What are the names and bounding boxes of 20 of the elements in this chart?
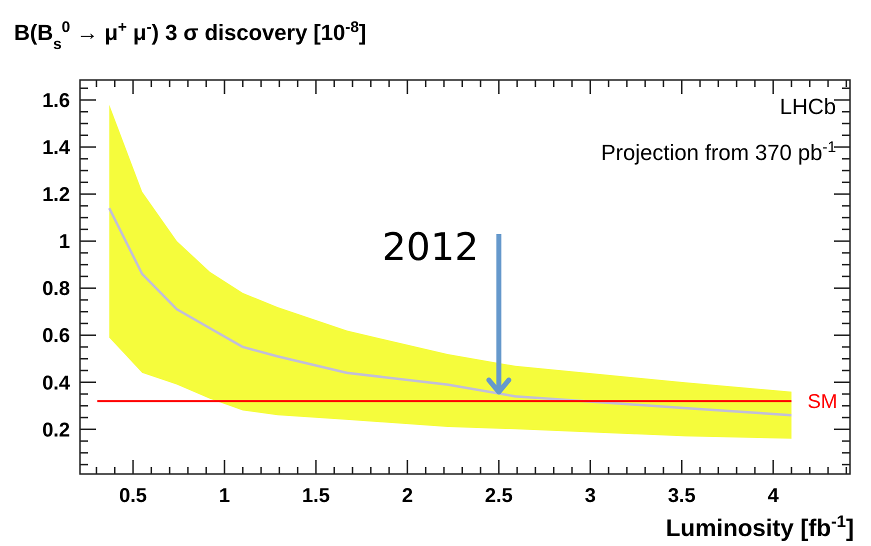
x-tick-label: 3 xyxy=(584,485,596,507)
ref-line-label: SM xyxy=(807,391,838,414)
y-tick-label: 1.6 xyxy=(42,90,70,112)
x-tick-label: 2 xyxy=(402,485,413,507)
y-tick-label: 1 xyxy=(58,231,70,254)
y-tick-label: 0.6 xyxy=(42,325,70,348)
x-axis-title: Luminosity [fb$^{-1}$] xyxy=(666,512,854,542)
annotation: LHCb xyxy=(780,94,836,119)
x-tick-label: 2.5 xyxy=(484,485,513,507)
x-tick-label: 1 xyxy=(218,485,230,507)
x-tick-label: 4 xyxy=(768,485,780,507)
y-tick-label: 0.4 xyxy=(42,372,71,394)
x-tick-label: 0.5 xyxy=(119,485,147,507)
chart-title: B(B$_{s}$$^{0}$ → μ$^{+}$ μ$^{-}$) 3 σ discovery [10$^{-8}$] xyxy=(14,18,366,52)
x-tick-label: 1.5 xyxy=(302,485,330,507)
x-tick-label: 3.5 xyxy=(668,485,696,507)
y-tick-label: 0.8 xyxy=(42,278,70,300)
y-tick-label: 1.4 xyxy=(42,137,71,160)
y-tick-label: 1.2 xyxy=(42,184,70,206)
y-tick-label: 0.2 xyxy=(42,419,70,442)
